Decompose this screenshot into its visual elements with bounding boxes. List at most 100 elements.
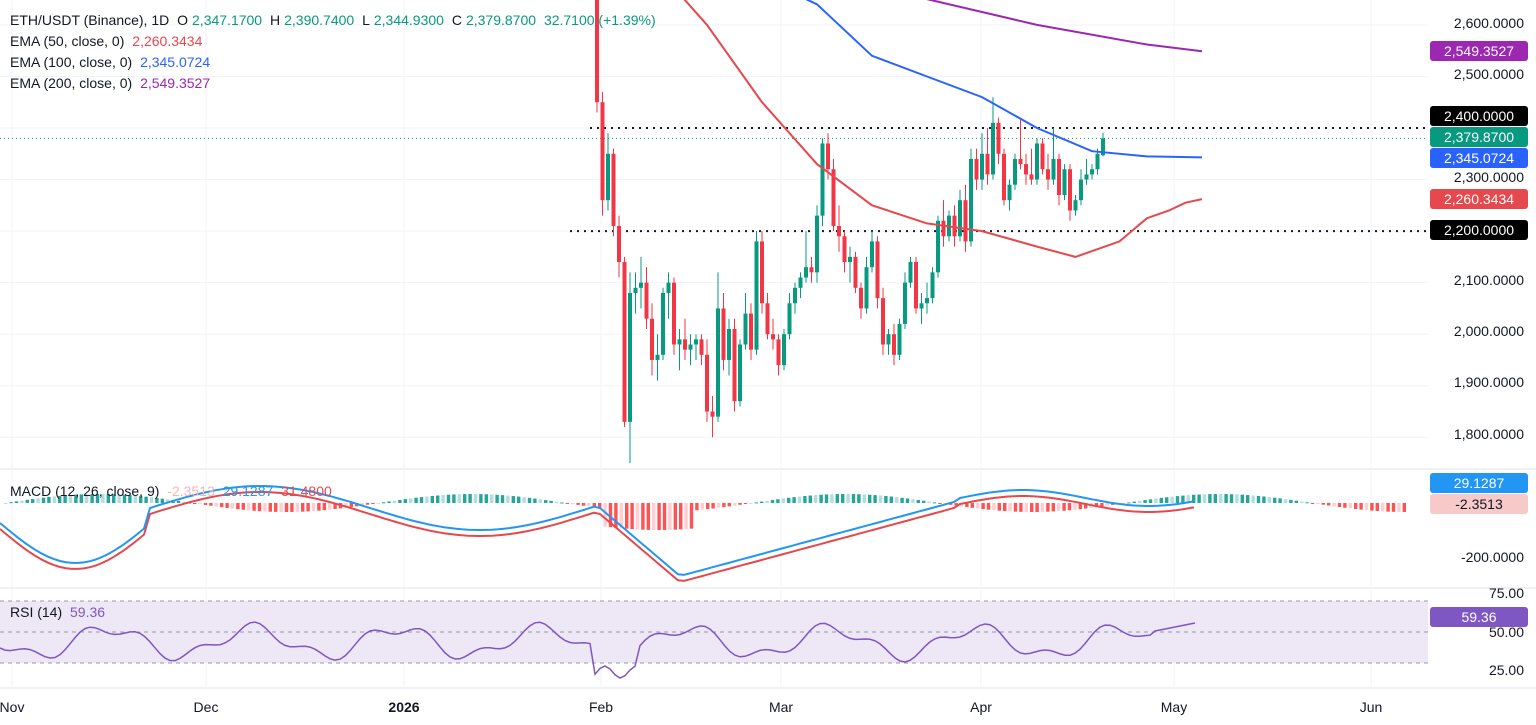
price-tick: 1,900.0000 [1453, 374, 1524, 390]
candle-body [1090, 169, 1094, 175]
candle-body [985, 153, 990, 175]
macd-histogram-bar [533, 498, 537, 503]
macd-histogram-bar [144, 496, 148, 503]
candle-body [875, 241, 880, 299]
ema50-legend: EMA (50, close, 0) 2,260.3434 [10, 32, 206, 50]
macd-histogram-bar [754, 502, 758, 504]
macd-histogram-bar [328, 503, 332, 510]
macd-histogram-bar [409, 498, 413, 503]
macd-histogram-bar [139, 496, 143, 503]
macd-histogram-bar [1100, 503, 1104, 507]
rsi-tick-75: 75.00 [1488, 585, 1524, 601]
macd-histogram-bar [862, 494, 866, 503]
macd-histogram-bar [1138, 500, 1142, 503]
macd-histogram-bar [711, 503, 715, 509]
macd-histogram-bar [1229, 494, 1234, 503]
macd-hist-value: -2.3513 [167, 483, 215, 499]
macd-histogram-bar [230, 503, 235, 509]
candle-body [716, 308, 720, 417]
macd-histogram-bar [560, 502, 564, 504]
candle-body [600, 102, 605, 201]
macd-histogram-bar [738, 503, 742, 505]
candle-body [980, 153, 984, 180]
macd-histogram-bar [851, 494, 856, 503]
macd-legend-label: MACD (12, 26, close, 9) [10, 483, 160, 499]
macd-histogram-bar [900, 497, 904, 503]
macd-histogram-bar [1316, 503, 1320, 504]
candle-body [738, 344, 742, 402]
macd-histogram-bar [468, 494, 472, 503]
macd-histogram-bar [198, 503, 202, 505]
macd-histogram-bar [814, 495, 818, 503]
macd-histogram-bar [592, 503, 596, 508]
rsi-line [0, 621, 1196, 679]
macd-histogram-bar [1170, 496, 1174, 503]
macd-histogram-bar [679, 503, 683, 530]
macd-histogram-bar [193, 503, 197, 504]
candle-body [837, 225, 841, 237]
macd-price-label: 29.1287 [1430, 473, 1528, 493]
symbol-label: ETH/USDT (Binance), 1D [10, 12, 170, 28]
ema100-line [805, 0, 1203, 159]
price-tick: 2,500.0000 [1453, 66, 1524, 82]
close-label: C [451, 12, 462, 28]
ema100-legend-label: EMA (100, close, 0) [10, 54, 133, 70]
macd-histogram-bar [1132, 501, 1136, 503]
macd-histogram-bar [484, 494, 488, 503]
candle-body [908, 262, 913, 283]
macd-histogram-bar [992, 503, 996, 511]
candle-body [853, 256, 858, 288]
price-tick: 2,600.0000 [1453, 15, 1524, 31]
macd-histogram-bar [1321, 503, 1325, 505]
candle-body [732, 329, 737, 402]
macd-histogram-bar [770, 499, 775, 503]
candle-body [743, 313, 748, 345]
macd-histogram-bar [365, 503, 370, 505]
macd-histogram-bar [554, 501, 559, 503]
macd-histogram-bar [527, 497, 532, 503]
macd-histogram-bar [214, 503, 218, 507]
macd-histogram-bar [625, 503, 629, 529]
candle-body [749, 313, 753, 350]
candle-body [1013, 158, 1017, 185]
macd-histogram-bar [225, 503, 229, 508]
macd-histogram-bar [587, 503, 591, 507]
ema50-legend-label: EMA (50, close, 0) [10, 33, 125, 49]
macd-histogram-bar [668, 503, 672, 530]
macd-histogram-bar [284, 503, 289, 512]
macd-histogram-bar [1046, 503, 1050, 512]
macd-histogram-bar [830, 494, 834, 503]
macd-histogram-bar [657, 503, 661, 530]
macd-histogram-bar [608, 503, 613, 528]
candle-body [798, 277, 803, 288]
macd-histogram-bar [41, 497, 46, 503]
candle-body [831, 169, 836, 226]
macd-histogram-bar [133, 495, 137, 503]
macd-histogram-bar [9, 502, 13, 504]
macd-histogram-bar [619, 503, 623, 529]
macd-histogram-bar [360, 503, 364, 506]
macd-histogram-bar [1391, 503, 1396, 512]
macd-histogram-bar [95, 494, 100, 503]
ema200-legend: EMA (200, close, 0) 2,549.3527 [10, 74, 214, 92]
macd-histogram-bar [1105, 503, 1109, 506]
macd-histogram-bar [1154, 498, 1158, 503]
macd-histogram-bar [765, 500, 769, 503]
macd-histogram-bar [506, 495, 510, 503]
candle-body [1002, 153, 1006, 201]
macd-histogram-bar [905, 498, 910, 503]
candle-body [815, 215, 819, 273]
candle-body [622, 262, 627, 422]
candle-body [897, 323, 902, 355]
macd-histogram-bar [1030, 503, 1034, 512]
macd-histogram-bar [1267, 497, 1271, 503]
time-tick-apr: Apr [970, 699, 992, 715]
macd-histogram-bar [1057, 503, 1061, 512]
candle-body [710, 411, 715, 417]
candle-body [974, 158, 979, 180]
macd-signal-line [0, 491, 1195, 582]
macd-histogram-bar [976, 503, 980, 509]
macd-histogram-bar [68, 495, 73, 503]
macd-histogram-bar [1224, 494, 1228, 503]
